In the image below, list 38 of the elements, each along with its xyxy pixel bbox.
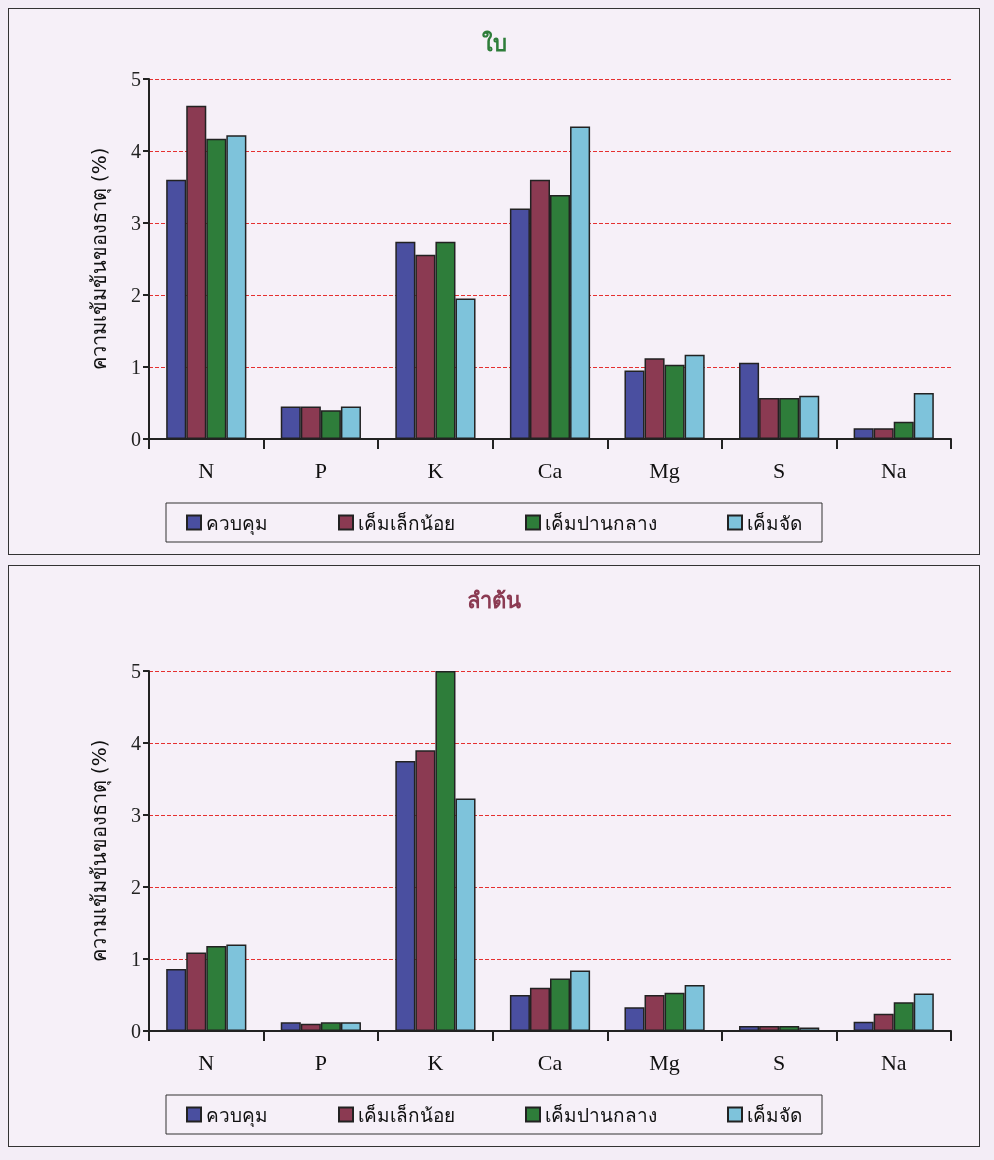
legend-label: เค็มเล็กน้อย: [358, 510, 455, 534]
y-axis-title: ความเข้มข้นของธาตุ (%): [87, 739, 112, 963]
legend-label: เค็มปานกลาง: [545, 510, 657, 534]
y-tick-label: 1: [131, 356, 141, 378]
x-tick-label: Ca: [537, 457, 563, 483]
legend-label: เค็มจัด: [747, 1102, 802, 1126]
x-tick-label: S: [773, 457, 786, 483]
legend-label: ควบคุม: [206, 1103, 268, 1128]
x-tick-label: N: [198, 457, 215, 483]
y-tick-label: 4: [131, 140, 141, 162]
y-tick-label: 0: [131, 428, 141, 450]
x-tick-label: P: [314, 457, 327, 483]
chart-title: ใบ: [481, 29, 507, 56]
y-tick-label: 2: [131, 876, 141, 898]
y-tick-label: 4: [131, 732, 141, 754]
x-tick-label: K: [427, 1049, 444, 1075]
y-tick-label: 1: [131, 948, 141, 970]
y-tick-label: 0: [131, 1020, 141, 1042]
x-tick-label: S: [773, 1049, 786, 1075]
legend-label: เค็มปานกลาง: [545, 1102, 657, 1126]
x-tick-label: Na: [880, 457, 907, 483]
x-tick-label: N: [198, 1049, 215, 1075]
legend-label: เค็มเล็กน้อย: [358, 1102, 455, 1126]
y-axis-title: ความเข้มข้นของธาตุ (%): [87, 147, 112, 371]
y-tick-label: 5: [131, 660, 141, 682]
x-tick-label: Mg: [649, 1049, 680, 1075]
y-tick-label: 5: [131, 68, 141, 90]
legend-label: เค็มจัด: [747, 510, 802, 534]
chart-title: ลำต้น: [467, 587, 521, 613]
y-tick-label: 3: [131, 212, 141, 234]
x-tick-label: K: [427, 457, 444, 483]
legend-label: ควบคุม: [206, 511, 268, 536]
y-tick-label: 3: [131, 804, 141, 826]
y-tick-label: 2: [131, 284, 141, 306]
x-tick-label: Na: [880, 1049, 907, 1075]
x-tick-label: Mg: [649, 457, 680, 483]
x-tick-label: P: [314, 1049, 327, 1075]
x-tick-label: Ca: [537, 1049, 563, 1075]
